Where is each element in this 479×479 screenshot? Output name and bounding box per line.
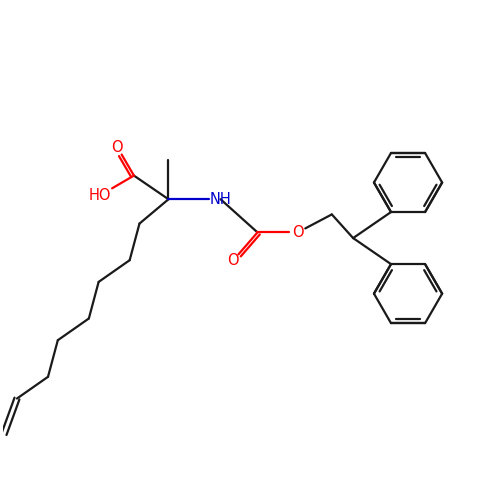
Text: O: O <box>292 225 304 240</box>
Text: O: O <box>112 140 123 155</box>
Text: O: O <box>227 253 239 268</box>
Text: HO: HO <box>89 188 111 203</box>
Text: NH: NH <box>210 192 231 207</box>
